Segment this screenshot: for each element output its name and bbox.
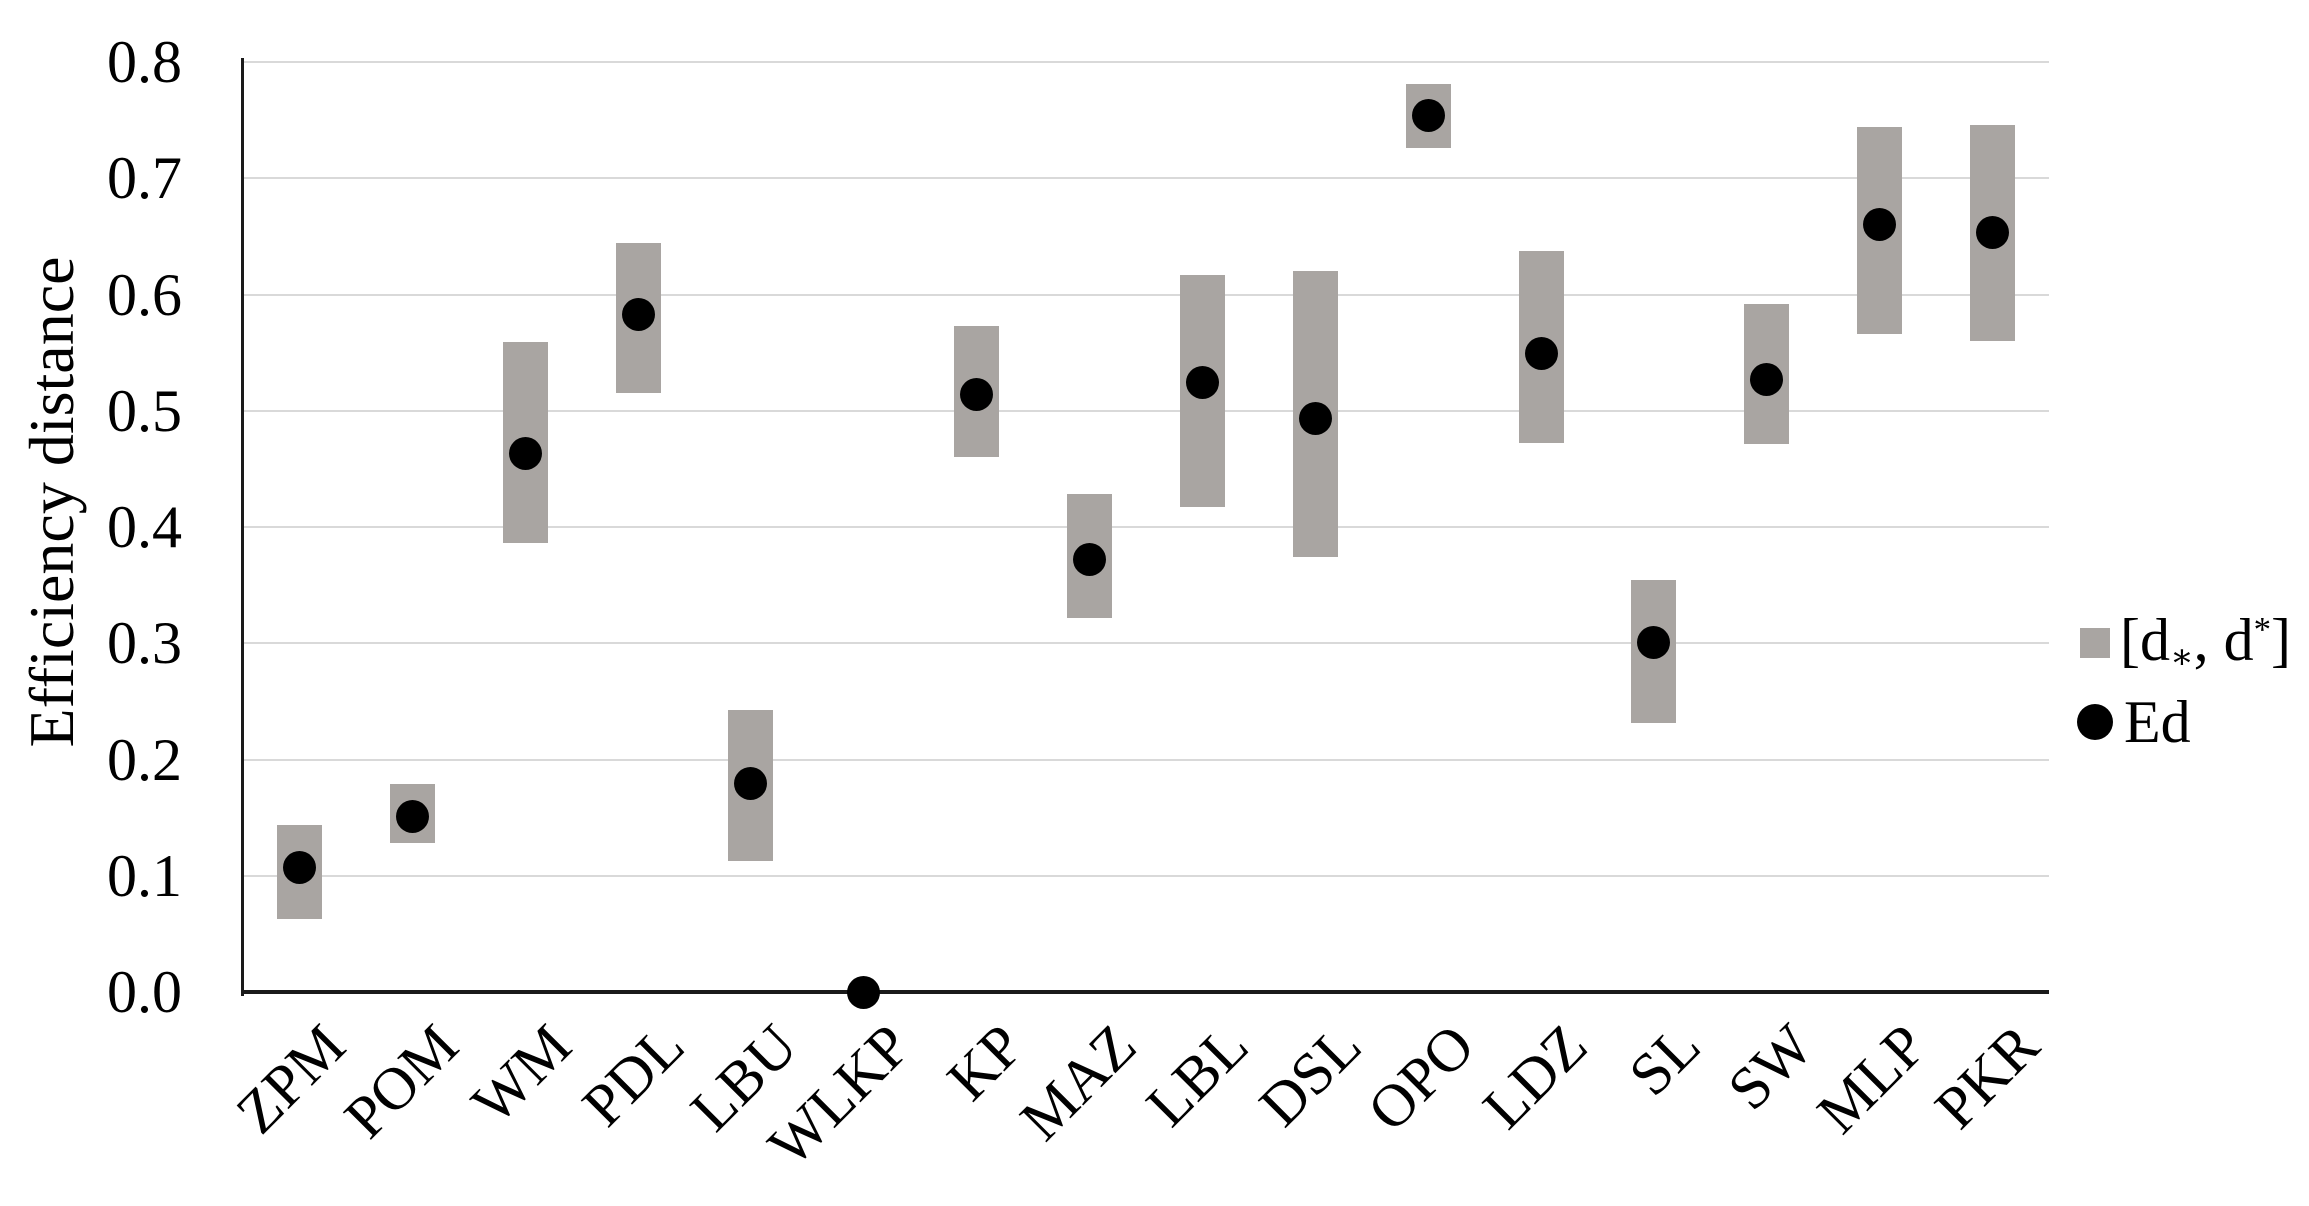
ed-dot-WLKP xyxy=(847,975,881,1009)
ed-dot-OPO xyxy=(1411,98,1445,132)
x-category-label-text: ZPM xyxy=(224,1011,358,1146)
ed-dot-MLP xyxy=(1863,208,1897,242)
legend-range-swatch-icon xyxy=(2080,628,2110,659)
legend-item-range: [d∗, d*] xyxy=(2080,597,2291,690)
legend-ed-label: Ed xyxy=(2124,689,2191,755)
legend-item-ed: Ed xyxy=(2077,689,2191,755)
legend-ed-marker-icon xyxy=(2077,704,2113,740)
ed-dot-LBL xyxy=(1185,366,1219,400)
ed-dot-KP xyxy=(960,377,994,411)
ed-dot-WM xyxy=(508,437,542,471)
legend-range-label: [d∗, d*] xyxy=(2120,607,2292,676)
x-category-label-PKR: PKR xyxy=(1922,1012,2124,1141)
gridline-0.6 xyxy=(244,293,2049,296)
y-tick-label-0.2: 0.2 xyxy=(107,726,182,793)
gridline-0.1 xyxy=(244,874,2049,877)
x-axis-line xyxy=(241,990,2049,994)
y-axis-line xyxy=(241,58,244,996)
gridline-0.5 xyxy=(244,409,2049,412)
y-tick-label-0.0: 0.0 xyxy=(107,959,182,1025)
gridline-0.4 xyxy=(244,526,2049,528)
ed-dot-LBU xyxy=(734,767,768,801)
y-tick-label-0.3: 0.3 xyxy=(107,610,182,677)
y-tick-label-0.4: 0.4 xyxy=(107,494,182,560)
ed-dot-SW xyxy=(1750,362,1784,396)
ed-dot-PKR xyxy=(1976,216,2010,250)
y-tick-label-0.1: 0.1 xyxy=(107,842,182,909)
ed-dot-LDZ xyxy=(1524,337,1558,371)
ed-dot-MAZ xyxy=(1073,543,1107,577)
gridline-0.7 xyxy=(244,177,2049,180)
gridline-0.2 xyxy=(244,758,2049,761)
ed-dot-SL xyxy=(1637,625,1671,659)
ed-dot-PDL xyxy=(621,297,655,331)
y-tick-label-0.8: 0.8 xyxy=(107,29,182,95)
y-tick-label-0.5: 0.5 xyxy=(107,377,182,444)
ed-dot-POM xyxy=(395,799,429,833)
ed-dot-ZPM xyxy=(282,851,316,885)
ed-dot-DSL xyxy=(1298,402,1332,436)
y-axis-title: Efficiency distance xyxy=(16,256,87,748)
y-tick-label-0.6: 0.6 xyxy=(107,261,182,328)
gridline-0.3 xyxy=(244,642,2049,645)
gridline-0.8 xyxy=(244,61,2049,63)
y-tick-label-0.7: 0.7 xyxy=(107,145,182,212)
